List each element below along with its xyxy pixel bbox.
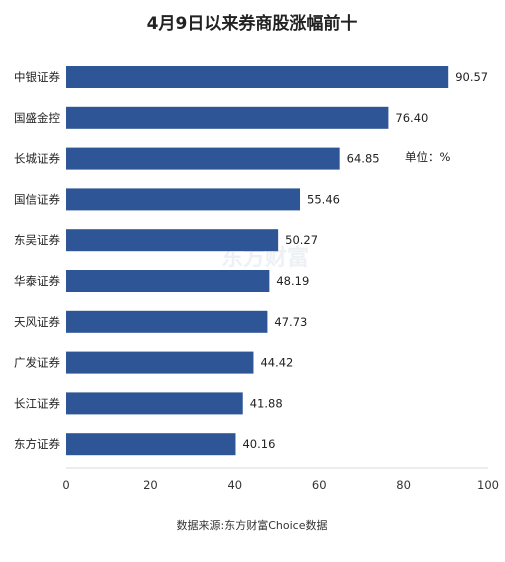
chart-title: 4月9日以来券商股涨幅前十 [147,13,358,34]
bar [66,188,301,211]
category-label: 华泰证券 [14,274,60,288]
category-label: 长江证券 [14,396,60,410]
value-label: 41.88 [250,396,283,410]
x-tick-label: 0 [62,478,69,492]
value-label: 47.73 [274,315,307,329]
x-tick-label: 60 [312,478,327,492]
category-label: 广发证券 [14,356,60,370]
bar [66,310,268,333]
value-label: 90.57 [455,70,488,84]
bars-layer: 中银证券 90.57 国盛金控 76.40 长城证券 64.85 国信证券 55.46 东吴证券… [14,66,488,456]
unit-label: 单位：% [405,150,450,164]
value-label: 48.19 [276,274,309,288]
category-label: 东吴证券 [14,233,60,247]
value-label: 44.42 [260,356,293,370]
category-label: 长城证券 [14,152,60,166]
bar [66,351,254,374]
x-tick-label: 80 [396,478,411,492]
bar [66,433,236,456]
category-label: 中银证券 [14,70,60,84]
category-label: 东方证券 [14,437,60,451]
x-tick-label: 100 [477,478,499,492]
category-label: 天风证券 [14,315,60,329]
value-label: 50.27 [285,233,318,247]
bar [66,392,243,415]
value-label: 40.16 [242,437,275,451]
bar [66,66,449,88]
bar [66,270,270,292]
value-label: 55.46 [307,192,340,206]
x-axis: 0 20 40 60 80 100 [62,467,499,492]
value-label: 76.40 [395,111,428,125]
category-label: 国盛金控 [14,111,60,125]
x-tick-label: 20 [143,478,158,492]
x-tick-label: 40 [227,478,242,492]
bar [66,229,279,252]
bar [66,147,340,170]
source-note: 数据来源:东方财富Choice数据 [177,518,328,532]
value-label: 64.85 [347,152,380,166]
bar [66,106,389,129]
category-label: 国信证券 [14,192,60,206]
